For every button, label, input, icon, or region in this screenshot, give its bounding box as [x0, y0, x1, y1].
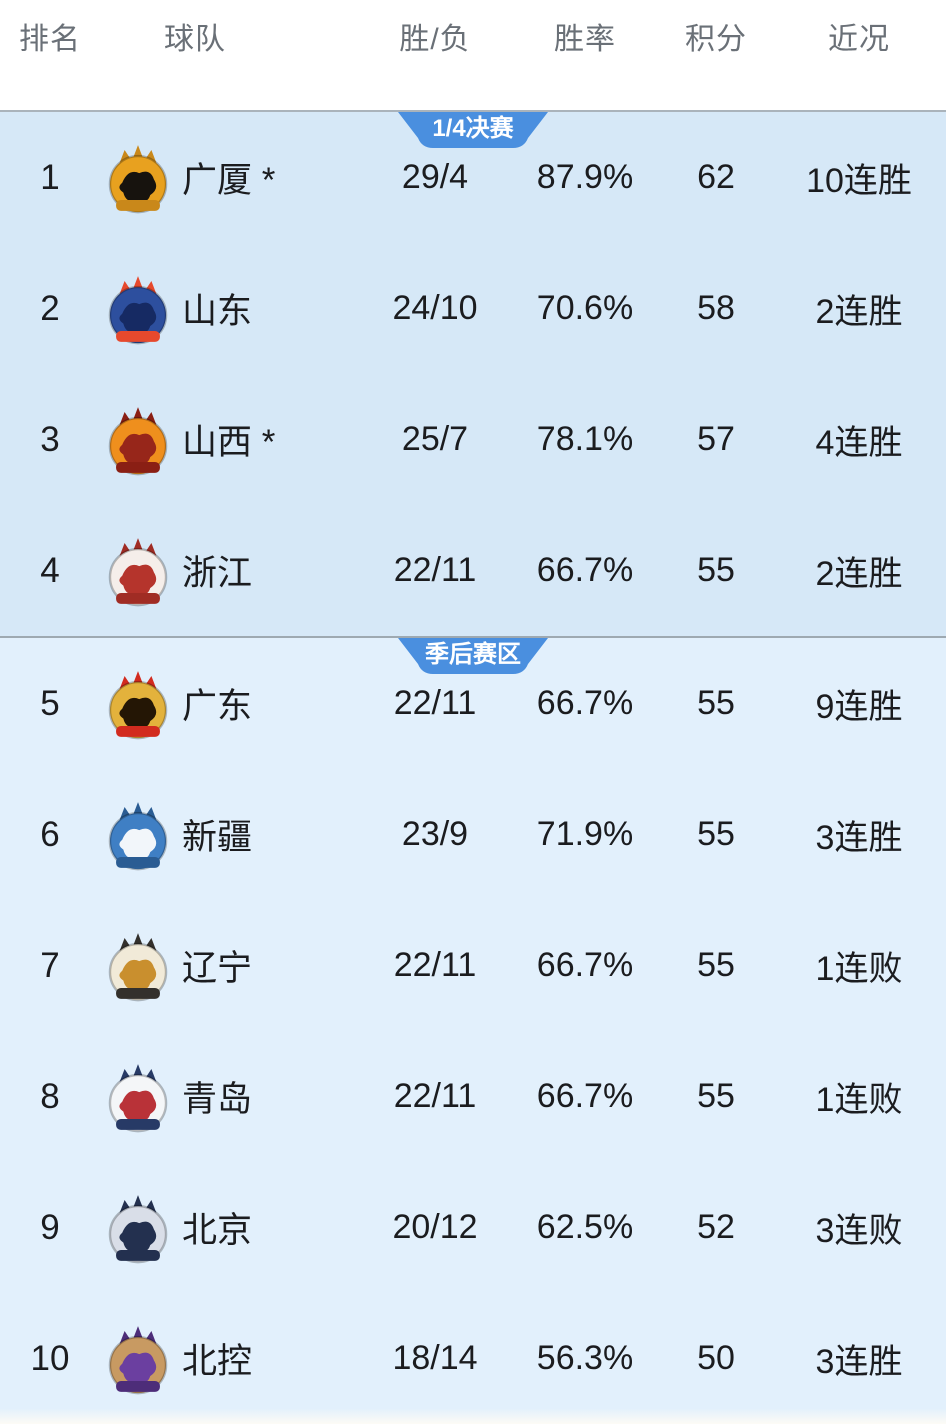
win-loss-value: 24/10: [392, 289, 478, 327]
points-value: 55: [697, 815, 735, 853]
win-pct-value: 70.6%: [536, 289, 634, 327]
table-row[interactable]: 5 广东 22/11 66.7% 55 9连胜: [0, 638, 946, 769]
team-name: 广东: [182, 687, 253, 726]
win-pct-value: 62.5%: [536, 1208, 634, 1246]
column-header-recent: 近况: [828, 23, 890, 56]
table-row[interactable]: 1 广厦 * 29/4 87.9% 62 10连胜: [0, 112, 946, 243]
xinjiang-flying-tigers-logo-icon: [99, 796, 177, 874]
rank-value: 4: [40, 550, 60, 590]
badge-label: 1/4决赛: [432, 115, 514, 142]
points-value: 57: [697, 420, 735, 458]
zhejiang-goldenbulls-logo-icon: [99, 532, 177, 610]
win-pct-value: 66.7%: [536, 1077, 634, 1115]
table-row[interactable]: 2 山东 24/10 70.6% 58 2连胜: [0, 243, 946, 374]
points-value: 50: [697, 1339, 735, 1377]
beijing-ducks-logo-icon: [99, 1189, 177, 1267]
recent-form-value: 2连胜: [815, 555, 903, 593]
win-loss-value: 18/14: [392, 1339, 478, 1377]
team-name: 广厦 *: [182, 161, 276, 200]
recent-form-value: 4连胜: [815, 424, 903, 462]
recent-form-value: 3连败: [815, 1212, 903, 1250]
shandong-heroes-logo-icon: [99, 270, 177, 348]
column-header-points: 积分: [685, 23, 747, 56]
column-header-rank: 排名: [19, 23, 81, 56]
table-row[interactable]: 6 新疆 23/9 71.9% 55 3连胜: [0, 769, 946, 900]
rank-value: 1: [40, 157, 60, 197]
win-loss-value: 22/11: [393, 1077, 477, 1115]
team-name: 山西 *: [182, 423, 276, 462]
rank-value: 3: [40, 419, 60, 459]
points-value: 55: [697, 551, 735, 589]
points-value: 55: [697, 1077, 735, 1115]
recent-form-value: 9连胜: [815, 688, 903, 726]
recent-form-value: 3连胜: [815, 1343, 903, 1381]
win-loss-value: 20/12: [392, 1208, 478, 1246]
rank-value: 6: [40, 814, 60, 854]
win-loss-value: 23/9: [401, 815, 469, 853]
shanxi-loongs-logo-icon: [99, 401, 177, 479]
badge-shape: [398, 638, 548, 674]
points-value: 62: [697, 158, 735, 196]
qingdao-eagles-logo-icon: [99, 1058, 177, 1136]
rank-value: 5: [40, 683, 60, 723]
team-name: 北京: [182, 1211, 253, 1250]
win-loss-value: 25/7: [401, 420, 469, 458]
team-name: 浙江: [182, 554, 253, 593]
table-row[interactable]: 3 山西 * 25/7 78.1% 57 4连胜: [0, 374, 946, 505]
column-header-winloss: 胜/负: [399, 23, 471, 56]
win-pct-value: 71.9%: [536, 815, 634, 853]
column-header-team: 球队: [164, 23, 226, 56]
win-pct-value: 66.7%: [536, 684, 634, 722]
rank-value: 7: [40, 945, 60, 985]
table-row[interactable]: 8 青岛 22/11 66.7% 55 1连败: [0, 1031, 946, 1162]
win-pct-value: 78.1%: [536, 420, 634, 458]
recent-form-value: 3连胜: [815, 819, 903, 857]
badge-shape: [398, 112, 548, 148]
win-loss-value: 29/4: [401, 158, 469, 196]
guangdong-tigers-logo-icon: [99, 665, 177, 743]
rank-value: 9: [40, 1207, 60, 1247]
recent-form-value: 10连胜: [806, 162, 912, 200]
column-header-winpct: 胜率: [554, 23, 616, 56]
win-pct-value: 87.9%: [536, 158, 634, 196]
section-playoff-zone: 季后赛区 5 广东 22/11 66.7% 55 9连胜 6: [0, 636, 946, 1424]
beikong-royal-fighters-logo-icon: [99, 1320, 177, 1398]
rank-value: 10: [30, 1338, 70, 1378]
recent-form-value: 2连胜: [815, 293, 903, 331]
recent-form-value: 1连败: [815, 1081, 903, 1119]
playoff-zone-badge: 季后赛区: [398, 638, 548, 674]
team-name: 新疆: [182, 818, 253, 857]
win-loss-value: 22/11: [393, 946, 477, 984]
win-pct-value: 66.7%: [536, 946, 634, 984]
win-loss-value: 22/11: [393, 684, 477, 722]
table-row[interactable]: 7 辽宁 22/11 66.7% 55 1连败: [0, 900, 946, 1031]
quarterfinal-zone-badge: 1/4决赛: [398, 112, 548, 148]
table-header: 排名 球队 胜/负 胜率 积分 近况: [0, 0, 946, 112]
team-name: 北控: [182, 1342, 253, 1381]
team-name: 山东: [182, 292, 253, 331]
points-value: 55: [697, 946, 735, 984]
table-row[interactable]: 4 浙江 22/11 66.7% 55 2连胜: [0, 505, 946, 636]
rank-value: 2: [40, 288, 60, 328]
guangsha-lions-logo-icon: [99, 139, 177, 217]
win-loss-value: 22/11: [393, 551, 477, 589]
points-value: 55: [697, 684, 735, 722]
badge-label: 季后赛区: [425, 641, 521, 668]
recent-form-value: 1连败: [815, 950, 903, 988]
points-value: 58: [697, 289, 735, 327]
team-name: 青岛: [182, 1080, 253, 1119]
table-row[interactable]: 10 北控 18/14 56.3% 50 3连胜: [0, 1293, 946, 1424]
table-row[interactable]: 9 北京 20/12 62.5% 52 3连败: [0, 1162, 946, 1293]
win-pct-value: 66.7%: [536, 551, 634, 589]
rank-value: 8: [40, 1076, 60, 1116]
points-value: 52: [697, 1208, 735, 1246]
liaoning-flying-leopards-logo-icon: [99, 927, 177, 1005]
win-pct-value: 56.3%: [536, 1339, 634, 1377]
section-quarterfinals: 1/4决赛 1 广厦 * 29/4 87.9% 62 10连胜 2: [0, 112, 946, 636]
team-name: 辽宁: [182, 949, 253, 988]
